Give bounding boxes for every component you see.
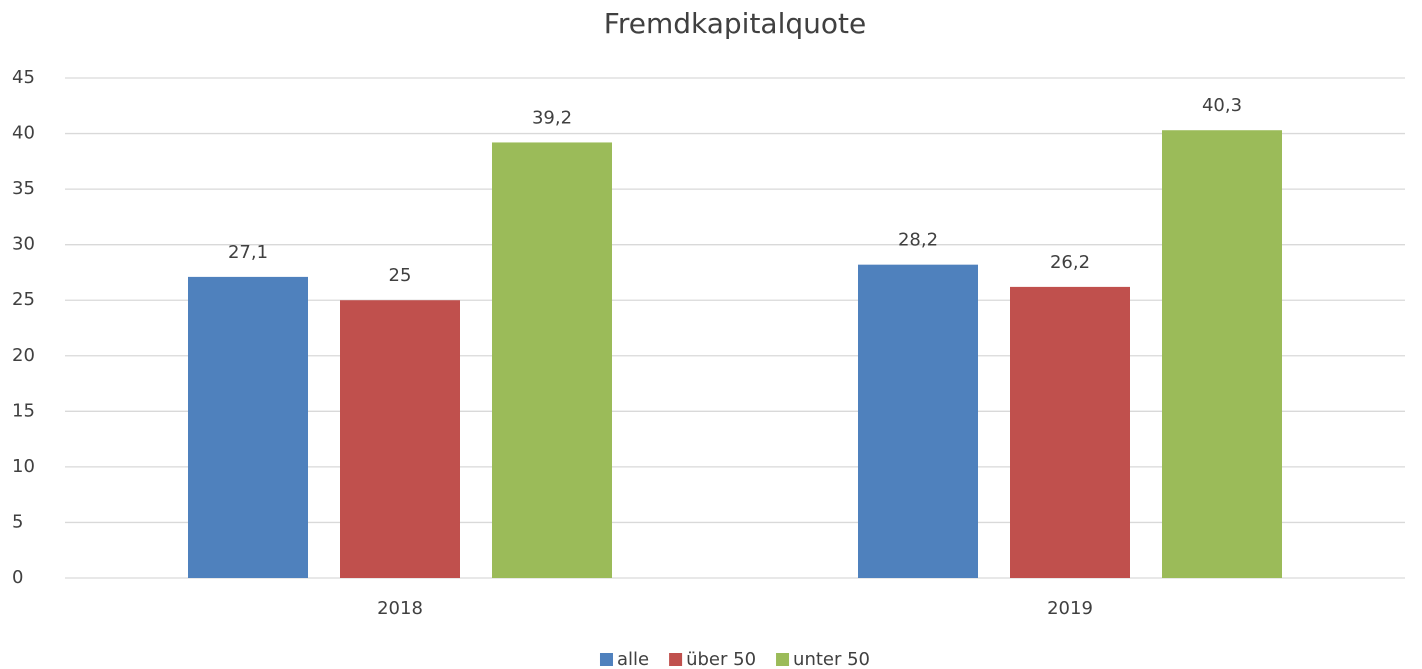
legend-label: unter 50: [793, 649, 870, 669]
y-tick-label: 0: [12, 567, 23, 588]
bar: [1162, 130, 1282, 578]
y-tick-label: 5: [12, 511, 23, 532]
legend-swatch: [776, 653, 790, 666]
legend-label: über 50: [686, 649, 756, 669]
y-tick-label: 20: [12, 345, 35, 366]
y-tick-label: 40: [12, 123, 35, 144]
y-tick-label: 15: [12, 400, 35, 421]
legend-swatch: [669, 653, 683, 666]
y-tick-label: 30: [12, 234, 35, 255]
bar: [340, 300, 460, 578]
data-label: 26,2: [1050, 252, 1090, 273]
y-tick-label: 25: [12, 289, 35, 310]
x-tick-label: 2019: [1047, 598, 1093, 619]
data-label: 28,2: [898, 230, 938, 251]
bar: [1010, 286, 1130, 578]
data-label: 40,3: [1202, 95, 1242, 116]
y-tick-label: 45: [12, 67, 35, 88]
legend-label: alle: [617, 649, 649, 669]
data-label: 27,1: [228, 242, 268, 263]
y-tick-label: 10: [12, 456, 35, 477]
bar: [858, 264, 978, 578]
x-tick-label: 2018: [377, 598, 423, 619]
y-tick-label: 35: [12, 178, 35, 199]
chart-title: Fremdkapitalquote: [604, 7, 866, 40]
data-label: 39,2: [532, 107, 572, 128]
legend-swatch: [599, 653, 613, 666]
bar: [188, 276, 308, 578]
data-label: 25: [389, 265, 412, 286]
bar: [492, 142, 612, 578]
